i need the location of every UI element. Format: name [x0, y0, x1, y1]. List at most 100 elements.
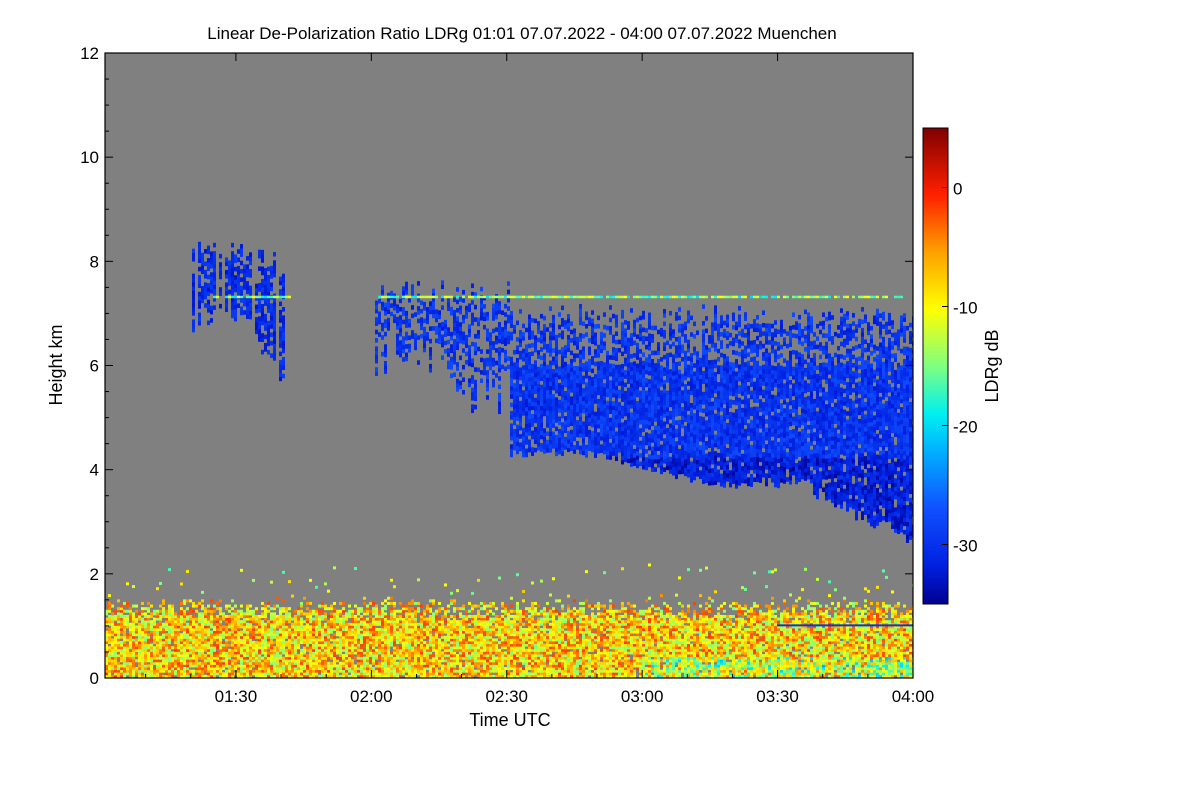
- data-cell: [306, 659, 309, 663]
- data-cell: [519, 614, 522, 618]
- data-cell: [474, 656, 477, 660]
- data-cell: [519, 641, 522, 645]
- data-cell: [465, 630, 468, 634]
- data-cell: [492, 638, 495, 642]
- data-cell: [351, 654, 354, 658]
- data-cell: [366, 667, 369, 671]
- data-cell: [384, 664, 387, 668]
- data-cell: [249, 306, 252, 312]
- data-cell: [153, 641, 156, 645]
- data-cell: [267, 333, 270, 338]
- data-cell: [141, 667, 144, 671]
- data-cell: [483, 614, 486, 618]
- data-cell: [471, 651, 474, 655]
- data-cell: [450, 601, 453, 605]
- data-cell: [201, 265, 204, 270]
- data-cell: [333, 661, 336, 665]
- data-cell: [123, 648, 126, 652]
- data-cell: [264, 313, 267, 319]
- data-cell: [120, 648, 123, 652]
- data-cell: [279, 669, 282, 673]
- data-cell: [441, 669, 444, 673]
- data-cell: [207, 609, 210, 613]
- data-cell: [192, 651, 195, 655]
- data-cell: [162, 622, 165, 626]
- data-cell: [438, 617, 441, 621]
- data-cell: [408, 664, 411, 668]
- data-cell: [438, 327, 441, 332]
- data-cell: [168, 669, 171, 673]
- data-cell: [336, 620, 339, 624]
- data-cell: [204, 290, 207, 296]
- data-cell: [453, 601, 456, 605]
- data-cell: [375, 641, 378, 645]
- data-cell: [135, 646, 138, 650]
- data-cell: [417, 635, 420, 639]
- data-cell: [141, 607, 144, 611]
- data-cell: [522, 448, 525, 454]
- data-cell: [192, 630, 195, 634]
- data-cell: [126, 654, 129, 658]
- data-cell: [360, 648, 363, 652]
- data-cell: [243, 612, 246, 616]
- data-cell: [522, 348, 525, 354]
- data-cell: [339, 612, 342, 616]
- data-cell: [537, 669, 540, 673]
- data-cell: [549, 625, 552, 629]
- data-cell: [384, 635, 387, 639]
- data-cell: [219, 303, 222, 309]
- data-cell: [201, 628, 204, 632]
- data-cell: [210, 318, 213, 323]
- data-cell: [408, 630, 411, 634]
- data-cell: [282, 332, 285, 337]
- data-cell: [285, 295, 288, 299]
- data-cell: [201, 256, 204, 262]
- data-cell: [183, 656, 186, 660]
- data-cell: [165, 648, 168, 652]
- data-cell: [132, 628, 135, 632]
- data-cell: [258, 667, 261, 671]
- data-cell: [453, 625, 456, 629]
- data-cell: [327, 622, 330, 626]
- data-cell: [354, 567, 357, 571]
- data-cell: [465, 633, 468, 637]
- data-cell: [405, 323, 408, 328]
- data-cell: [381, 289, 384, 294]
- data-cell: [321, 646, 324, 650]
- data-cell: [114, 638, 117, 642]
- data-cell: [321, 651, 324, 655]
- data-cell: [489, 604, 492, 608]
- data-cell: [132, 604, 135, 608]
- data-cell: [129, 656, 132, 660]
- data-cell: [189, 672, 192, 676]
- data-cell: [369, 628, 372, 632]
- data-cell: [513, 395, 516, 401]
- data-cell: [129, 664, 132, 668]
- data-cell: [540, 295, 543, 299]
- data-cell: [222, 633, 225, 637]
- data-cell: [231, 654, 234, 658]
- data-cell: [453, 607, 456, 611]
- data-cell: [306, 672, 309, 676]
- data-cell: [450, 641, 453, 645]
- data-cell: [366, 630, 369, 634]
- data-cell: [213, 288, 216, 294]
- data-cell: [429, 659, 432, 663]
- data-cell: [390, 651, 393, 655]
- data-cell: [210, 288, 213, 294]
- data-cell: [477, 628, 480, 632]
- data-cell: [474, 295, 477, 299]
- data-cell: [432, 633, 435, 637]
- data-cell: [123, 614, 126, 618]
- data-cell: [495, 656, 498, 660]
- data-cell: [546, 641, 549, 645]
- data-cell: [111, 646, 114, 650]
- data-cell: [345, 669, 348, 673]
- data-cell: [288, 633, 291, 637]
- data-cell: [210, 659, 213, 663]
- data-cell: [516, 667, 519, 671]
- data-cell: [534, 656, 537, 660]
- data-cell: [201, 612, 204, 616]
- data-cell: [120, 609, 123, 613]
- data-cell: [447, 646, 450, 650]
